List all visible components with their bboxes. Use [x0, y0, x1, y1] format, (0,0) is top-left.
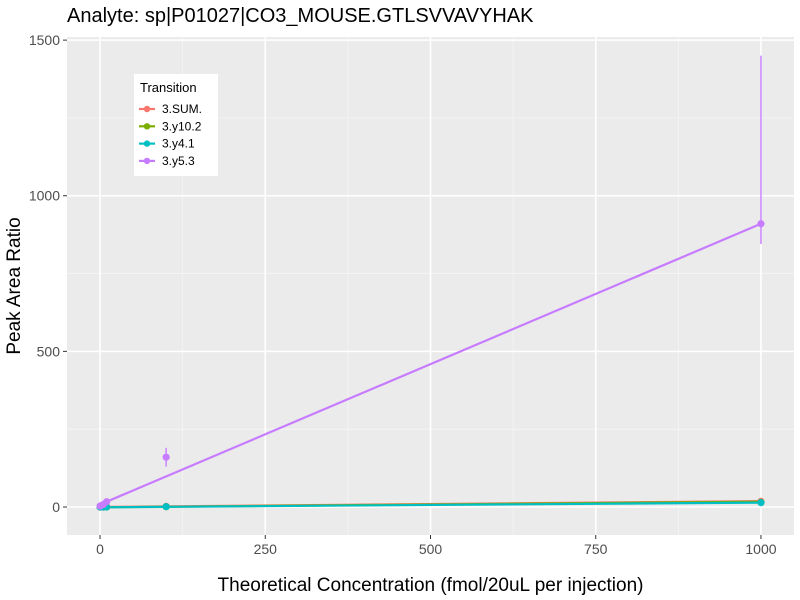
x-tick-label: 0	[96, 541, 104, 557]
fit-lines	[100, 222, 762, 509]
data-point	[757, 499, 765, 507]
data-point	[162, 453, 170, 461]
y-axis-title: Peak Area Ratio	[4, 217, 25, 354]
legend-key-point	[143, 140, 151, 147]
legend-key-point	[143, 123, 151, 130]
data-point	[757, 220, 765, 228]
x-tick-label: 750	[584, 541, 608, 557]
fit-line-series-3	[100, 501, 761, 509]
grid-major	[67, 37, 794, 535]
y-tick-label: 500	[37, 343, 61, 359]
data-point	[103, 498, 111, 506]
y-axis-ticks: 0 500 1000 1500	[29, 32, 67, 515]
legend-key-point	[143, 157, 151, 165]
legend-title: Transition	[140, 80, 197, 95]
legend-label: 3.y4.1	[162, 137, 195, 151]
x-axis-title: Theoretical Concentration (fmol/20uL per…	[218, 575, 644, 596]
y-tick-label: 0	[52, 499, 60, 515]
legend-key-point	[143, 105, 151, 113]
fit-line-series-4	[106, 222, 762, 503]
x-tick-label: 250	[254, 541, 278, 557]
chart-title: Analyte: sp|P01027|CO3_MOUSE.GTLSVVAVYHA…	[67, 5, 534, 27]
x-tick-label: 1000	[745, 541, 776, 557]
x-axis-ticks: 0 250 500 750 1000	[96, 535, 777, 557]
y-tick-label: 1500	[29, 32, 60, 48]
legend-label: 3.y5.3	[162, 154, 195, 168]
legend-label: 3.y10.2	[162, 119, 202, 133]
legend: Transition 3.SUM. 3.y10.2 3.y4.1 3.y5.3	[134, 74, 218, 176]
data-point	[162, 503, 170, 511]
x-tick-label: 500	[419, 541, 443, 557]
data-points	[96, 220, 765, 511]
legend-label: 3.SUM.	[162, 102, 202, 116]
y-tick-label: 1000	[29, 188, 60, 204]
legend-items: 3.SUM. 3.y10.2 3.y4.1 3.y5.3	[139, 102, 202, 168]
